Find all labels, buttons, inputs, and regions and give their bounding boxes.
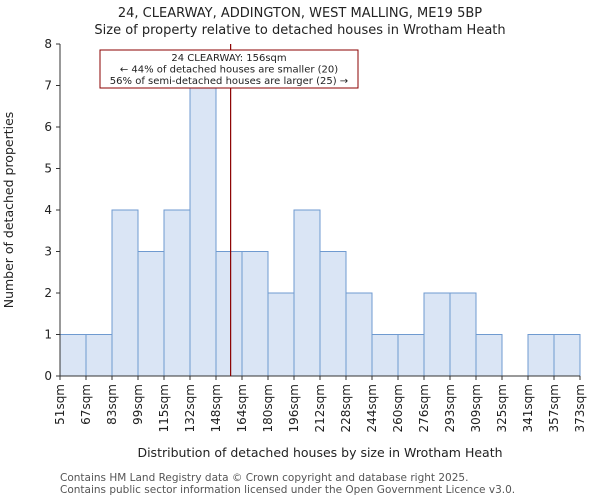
- x-tick-label: 212sqm: [313, 384, 327, 432]
- y-tick-label: 3: [44, 245, 52, 259]
- bar-51sqm: [59, 334, 87, 377]
- x-tick-label: 325sqm: [495, 384, 509, 432]
- bar-228sqm: [345, 292, 373, 377]
- x-tick-label: 228sqm: [339, 384, 353, 432]
- bar-293sqm: [449, 292, 477, 377]
- bar-276sqm: [423, 292, 451, 377]
- y-tick-label: 4: [44, 203, 52, 217]
- chart-title: 24, CLEARWAY, ADDINGTON, WEST MALLING, M…: [117, 6, 483, 21]
- y-tick-label: 1: [44, 328, 52, 342]
- bar-115sqm: [163, 209, 191, 377]
- bar-260sqm: [397, 334, 425, 377]
- annotation-line-2: ← 44% of detached houses are smaller (20…: [120, 65, 338, 76]
- bar-244sqm: [371, 334, 399, 377]
- x-tick-label: 309sqm: [469, 384, 483, 432]
- annotation-box: [99, 49, 359, 89]
- bar-83sqm: [111, 209, 139, 377]
- bar-67sqm: [85, 334, 113, 377]
- bar-212sqm: [319, 251, 347, 377]
- bar-341sqm: [527, 334, 555, 377]
- y-tick-label: 7: [44, 79, 52, 93]
- x-tick-label: 276sqm: [417, 384, 431, 432]
- x-tick-label: 373sqm: [573, 384, 587, 432]
- bar-180sqm: [267, 292, 295, 377]
- x-tick-label: 244sqm: [365, 384, 379, 432]
- x-tick-label: 99sqm: [131, 384, 145, 425]
- annotation-line-1: 24 CLEARWAY: 156sqm: [171, 53, 286, 64]
- x-tick-label: 357sqm: [547, 384, 561, 432]
- y-axis-label: Number of detached properties: [1, 112, 16, 309]
- x-tick-label: 132sqm: [183, 384, 197, 432]
- y-tick-label: 2: [44, 286, 52, 300]
- footer-line-2: Contains public sector information licen…: [60, 484, 516, 496]
- bar-196sqm: [293, 209, 321, 377]
- annotation-line-3: 56% of semi-detached houses are larger (…: [110, 76, 348, 87]
- x-tick-label: 341sqm: [521, 384, 535, 432]
- chart-subtitle: Size of property relative to detached ho…: [94, 23, 506, 38]
- x-axis-label: Distribution of detached houses by size …: [137, 445, 502, 460]
- y-tick-label: 8: [44, 37, 52, 51]
- bar-132sqm: [189, 85, 217, 377]
- bar-309sqm: [475, 334, 503, 377]
- x-tick-label: 83sqm: [105, 384, 119, 425]
- x-tick-label: 148sqm: [209, 384, 223, 432]
- x-tick-label: 67sqm: [79, 384, 93, 425]
- x-tick-label: 293sqm: [443, 384, 457, 432]
- x-tick-label: 115sqm: [157, 384, 171, 432]
- bar-164sqm: [241, 251, 269, 377]
- bar-148sqm: [215, 251, 243, 377]
- x-tick-label: 164sqm: [235, 384, 249, 432]
- y-tick-label: 6: [44, 120, 52, 134]
- bar-99sqm: [137, 251, 165, 377]
- x-tick-label: 260sqm: [391, 384, 405, 432]
- y-tick-label: 5: [44, 162, 52, 176]
- x-tick-label: 196sqm: [287, 384, 301, 432]
- x-tick-label: 180sqm: [261, 384, 275, 432]
- y-tick-label: 0: [44, 369, 52, 383]
- bar-357sqm: [553, 334, 581, 377]
- footer-line-1: Contains HM Land Registry data © Crown c…: [60, 472, 469, 484]
- x-tick-label: 51sqm: [53, 384, 67, 425]
